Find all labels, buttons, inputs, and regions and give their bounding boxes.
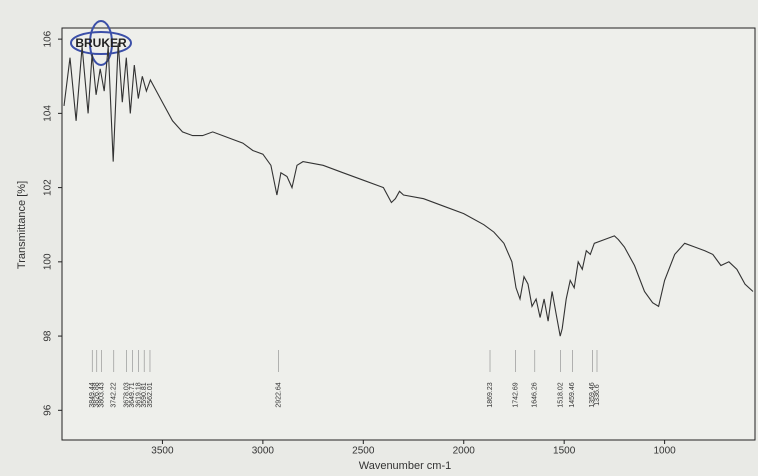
x-tick-label: 2000 bbox=[453, 446, 476, 457]
x-tick-label: 2500 bbox=[352, 446, 375, 457]
peak-label: 1336.6 bbox=[594, 384, 601, 406]
x-tick-label: 1500 bbox=[553, 446, 576, 457]
peak-label: 3590.81 bbox=[141, 382, 148, 407]
y-axis-label: Transmittance [%] bbox=[16, 181, 28, 269]
peak-label: 1869.23 bbox=[487, 382, 494, 407]
peak-label: 2922.64 bbox=[275, 382, 282, 407]
y-tick-label: 102 bbox=[43, 179, 54, 196]
peak-label: 3678.03 bbox=[124, 382, 131, 407]
peak-label: 3742.22 bbox=[111, 382, 118, 407]
y-tick-label: 106 bbox=[43, 30, 54, 47]
logo-orbit bbox=[89, 20, 113, 66]
peak-label: 1646.26 bbox=[532, 382, 539, 407]
peak-label: 1742.69 bbox=[512, 382, 519, 407]
peak-label: 1359.46 bbox=[589, 382, 596, 407]
x-tick-label: 1000 bbox=[653, 446, 676, 457]
x-axis-label: Wavenumber cm-1 bbox=[359, 460, 452, 472]
x-tick-label: 3000 bbox=[252, 446, 275, 457]
peak-label: 3619.18 bbox=[135, 382, 142, 407]
y-tick-label: 104 bbox=[43, 105, 54, 122]
peak-label: 3803.43 bbox=[98, 382, 105, 407]
peak-label: 3649.71 bbox=[129, 382, 136, 407]
y-tick-label: 96 bbox=[43, 404, 54, 416]
logo-orbit bbox=[70, 31, 132, 55]
y-tick-label: 98 bbox=[43, 330, 54, 342]
peak-label: 1518.02 bbox=[557, 382, 564, 407]
peak-label: 1459.46 bbox=[569, 382, 576, 407]
peak-label: 3849.44 bbox=[89, 382, 96, 407]
x-tick-label: 3500 bbox=[151, 446, 174, 457]
spectrum-line bbox=[63, 42, 754, 337]
y-tick-label: 100 bbox=[43, 253, 54, 270]
peak-label: 3826.88 bbox=[94, 382, 101, 407]
peak-label: 3562.01 bbox=[147, 382, 154, 407]
plot-frame bbox=[61, 27, 756, 441]
logo-text: BRUKER bbox=[75, 36, 127, 50]
